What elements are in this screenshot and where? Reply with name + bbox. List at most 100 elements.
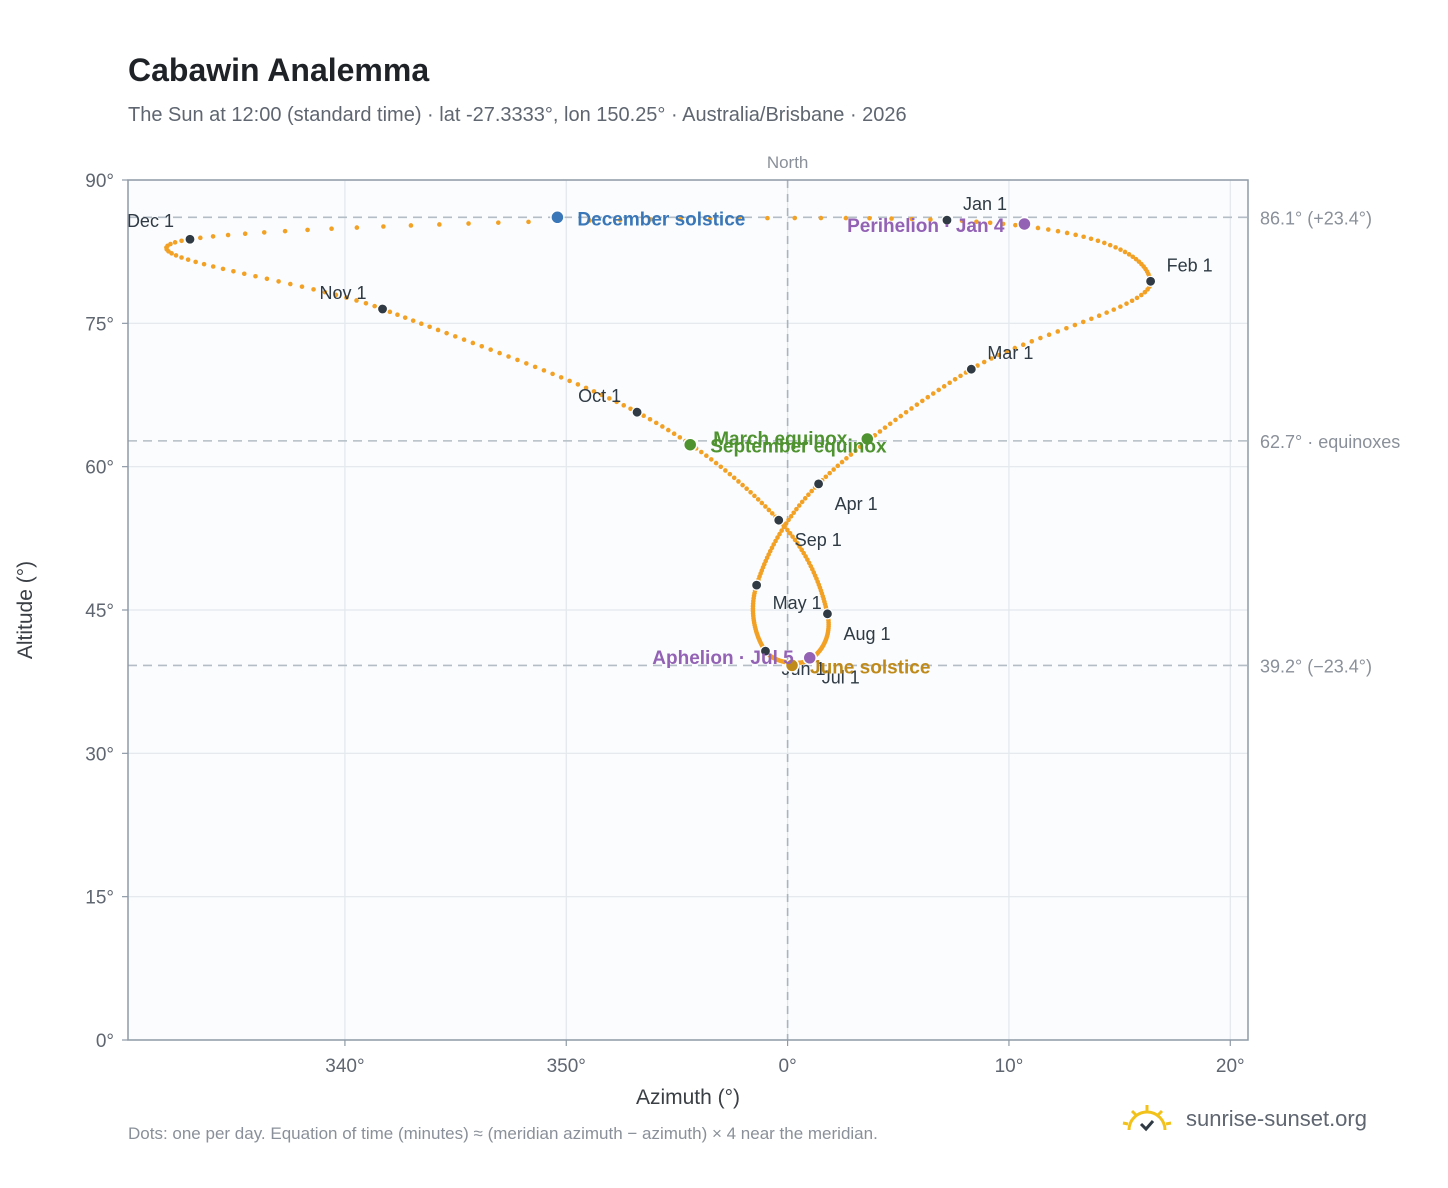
daily-sun-dot (1020, 342, 1026, 348)
daily-sun-dot (444, 330, 449, 336)
daily-sun-dot (435, 327, 441, 333)
brand[interactable]: sunrise-sunset.org (1120, 1102, 1367, 1136)
daily-sun-dot (354, 298, 359, 303)
daily-sun-dot (1142, 289, 1148, 295)
daily-sun-dot (532, 364, 538, 370)
month-label: Jul 1 (822, 668, 860, 688)
daily-sun-dot (466, 221, 471, 226)
event-marker (784, 658, 800, 673)
daily-sun-dot (785, 527, 790, 533)
daily-sun-dot (708, 457, 714, 462)
daily-sun-dot (1012, 345, 1018, 351)
y-tick-label: 30° (85, 744, 114, 765)
daily-sun-dot (975, 363, 980, 368)
y-tick-label: 75° (85, 314, 114, 335)
daily-sun-dot (958, 373, 963, 379)
daily-sun-dot (372, 303, 377, 309)
daily-sun-dot (831, 467, 836, 472)
daily-sun-dot (653, 420, 659, 426)
daily-sun-dot (792, 215, 798, 221)
daily-sun-dot (1000, 221, 1006, 227)
daily-sun-dot (666, 427, 671, 433)
daily-sun-dot (526, 219, 531, 225)
daily-sun-dot (1072, 322, 1078, 328)
daily-sun-dot (288, 281, 293, 287)
daily-sun-dot (1088, 236, 1094, 242)
daily-sun-dot (172, 240, 178, 245)
daily-sun-dot (1107, 242, 1113, 248)
daily-sun-dot (771, 542, 777, 547)
daily-sun-dot (1139, 292, 1144, 298)
y-tick-label: 45° (85, 601, 114, 622)
axes: 340° 350° 0° 10° 20° 0° 15° 30° 45° 60° 75° 90° (85, 171, 1244, 1077)
daily-sun-dot (748, 489, 753, 495)
daily-sun-dot (506, 354, 511, 359)
daily-sun-dot (792, 537, 798, 543)
daily-sun-dot (740, 482, 745, 488)
daily-sun-dot (541, 368, 547, 373)
daily-sun-dot (276, 279, 281, 284)
daily-sun-dot (1096, 313, 1102, 318)
x-tick-label: 20° (1216, 1056, 1245, 1077)
daily-sun-dot (1064, 325, 1069, 331)
daily-sun-dot (903, 409, 909, 415)
daily-sun-dot (727, 471, 733, 477)
event-label: June solstice (810, 657, 930, 678)
daily-sun-dot (210, 234, 216, 239)
daily-sun-dot (452, 334, 458, 339)
daily-sun-dot (617, 217, 623, 223)
month-marker (631, 406, 643, 418)
daily-sun-dot (344, 295, 349, 300)
meridian-label: North (767, 153, 809, 172)
daily-sun-dot (621, 403, 627, 408)
daily-sun-dot (607, 396, 612, 401)
daily-sun-dot (387, 309, 393, 315)
brand-name: sunrise-sunset.org (1186, 1106, 1367, 1131)
month-marker (941, 214, 953, 226)
daily-sun-dot (786, 517, 791, 523)
daily-sun-dot (497, 350, 502, 356)
daily-sun-dot (305, 227, 310, 233)
event-marker (682, 437, 698, 452)
daily-sun-dot (898, 413, 904, 419)
event-label: Perihelion · Jan 4 (847, 216, 1005, 237)
daily-sun-dot (173, 253, 179, 258)
month-label: May 1 (773, 593, 822, 613)
daily-sun-dot (947, 380, 952, 386)
daily-sun-dot (614, 399, 619, 405)
daily-sun-dot (168, 241, 173, 247)
daily-sun-dot (282, 228, 288, 234)
daily-sun-dot (794, 506, 799, 512)
daily-sun-dot (802, 496, 808, 501)
daily-sun-dot (773, 538, 778, 544)
daily-sun-dot (736, 215, 742, 221)
y-axis-label: Altitude (°) (14, 561, 37, 659)
daily-sun-dot (437, 222, 442, 227)
event-label: December solstice (577, 209, 745, 230)
daily-sun-dot (823, 474, 829, 480)
daily-sun-dot (818, 215, 824, 221)
daily-sun-dot (1111, 307, 1117, 312)
x-tick-label: 350° (547, 1056, 586, 1077)
month-label: Dec 1 (127, 211, 174, 231)
daily-sun-dot (333, 292, 339, 298)
daily-sun-dot (261, 230, 267, 235)
daily-sun-dot (779, 528, 784, 533)
daily-sun-dot (1081, 234, 1086, 240)
daily-sun-dot (930, 391, 936, 396)
daily-sun-dot (909, 406, 914, 411)
daily-sun-dot (381, 224, 386, 229)
footnote: Dots: one per day. Equation of time (min… (128, 1124, 878, 1143)
daily-sun-dot (1055, 228, 1061, 234)
daily-sun-dot (1134, 295, 1140, 301)
daily-sun-dot (515, 357, 520, 363)
x-axis-label: Azimuth (°) (636, 1086, 740, 1109)
daily-sun-dot (889, 216, 894, 221)
daily-sun-dot (419, 321, 424, 326)
daily-sun-dot (835, 463, 841, 469)
daily-sun-dot (660, 424, 665, 429)
daily-sun-dot (799, 499, 805, 505)
daily-sun-dot (755, 497, 761, 502)
daily-sun-dot (461, 337, 467, 342)
